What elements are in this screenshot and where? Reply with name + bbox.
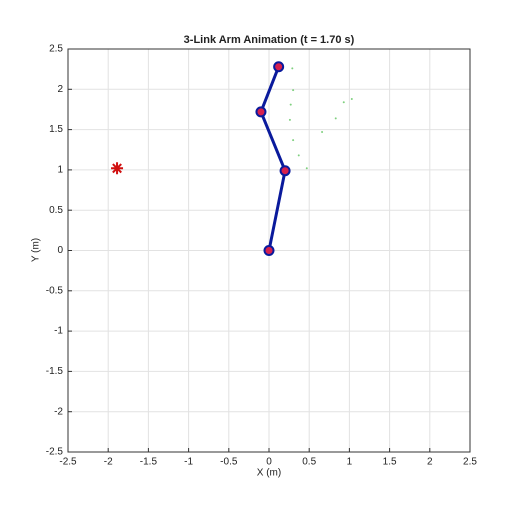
joint [273, 61, 285, 73]
x-tick-label: 2.5 [463, 457, 477, 468]
x-tick-label: 1 [347, 457, 353, 468]
y-tick-label: 2.5 [49, 44, 63, 55]
y-tick-label: 1 [57, 165, 63, 176]
x-tick-label: -1 [184, 457, 193, 468]
x-tick-label: 2 [427, 457, 433, 468]
y-tick-label: -0.5 [46, 285, 64, 296]
chart-title: 3-Link Arm Animation (t = 1.70 s) [184, 34, 355, 46]
trace-point [292, 89, 295, 92]
x-tick-label: 1.5 [383, 457, 397, 468]
trace-point [297, 154, 300, 157]
y-axis-label: Y (m) [31, 238, 42, 262]
y-tick-label: 1.5 [49, 124, 63, 135]
trace-point [321, 131, 324, 134]
trace-point [305, 167, 308, 170]
x-tick-label: -0.5 [220, 457, 238, 468]
x-tick-label: 0.5 [302, 457, 316, 468]
trace-point [291, 67, 294, 70]
joint [255, 106, 267, 118]
joint [279, 165, 291, 177]
trace-point [342, 101, 345, 104]
y-tick-label: 2 [57, 84, 63, 95]
y-tick-label: -2 [54, 406, 63, 417]
y-tick-label: 0.5 [49, 205, 63, 216]
target [111, 162, 124, 175]
axes-box [67, 48, 471, 453]
x-tick-label: 0 [266, 457, 272, 468]
y-tick-label: -2.5 [46, 447, 64, 458]
y-tick-label: 0 [57, 245, 63, 256]
trace-point [334, 117, 337, 120]
y-tick-label: -1.5 [46, 366, 64, 377]
trace-point [350, 97, 353, 100]
trace-point [289, 103, 292, 106]
x-tick-label: -1.5 [140, 457, 158, 468]
x-tick-label: -2.5 [59, 457, 77, 468]
arm-line [259, 66, 287, 251]
x-axis-label: X (m) [257, 468, 281, 479]
joint [263, 245, 275, 256]
trace-point [292, 139, 295, 142]
trace-point [288, 118, 291, 121]
x-tick-label: -2 [104, 457, 113, 468]
y-tick-label: -1 [54, 326, 63, 337]
